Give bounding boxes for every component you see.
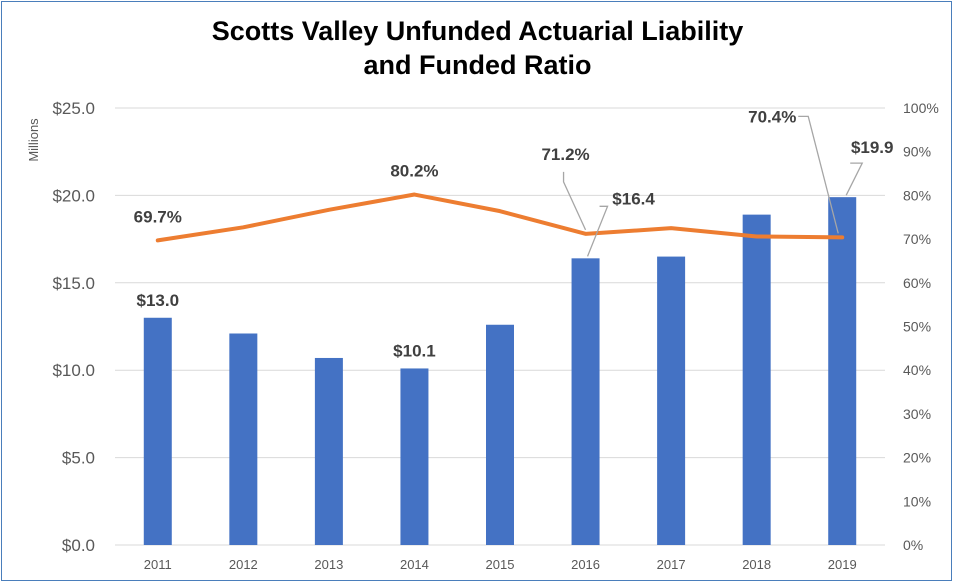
line-data-label: 80.2%: [390, 162, 438, 181]
y2-tick-label: 50%: [903, 319, 931, 335]
y2-tick-label: 20%: [903, 450, 931, 466]
y2-tick-label: 80%: [903, 187, 931, 203]
y-axis-title: Millions: [26, 118, 41, 162]
x-tick-label: 2019: [828, 557, 857, 572]
x-tick-label: 2017: [657, 557, 686, 572]
chart-title: Scotts Valley Unfunded Actuarial Liabili…: [0, 14, 955, 82]
bar-label-leader: [586, 205, 609, 257]
x-tick-label: 2018: [742, 557, 771, 572]
bar: [143, 317, 172, 545]
y-tick-label: $0.0: [62, 536, 95, 555]
y2-tick-label: 10%: [903, 493, 931, 509]
x-tick-label: 2014: [400, 557, 429, 572]
y-axis-right: 0% 10% 20% 30% 40% 50% 60% 70% 80% 90% 100%: [903, 100, 939, 553]
bar: [400, 368, 429, 545]
y-tick-label: $15.0: [52, 274, 95, 293]
x-axis: 2011 2012 2013 2014 2015 2016 2017 2018 2019: [144, 557, 857, 572]
y2-tick-label: 30%: [903, 406, 931, 422]
y2-tick-label: 60%: [903, 275, 931, 291]
x-tick-label: 2015: [486, 557, 515, 572]
bar: [828, 197, 857, 545]
y2-tick-label: 100%: [903, 100, 939, 116]
y2-tick-label: 70%: [903, 231, 931, 247]
bar-label-leader: [845, 162, 864, 196]
bar: [486, 324, 514, 545]
bar-data-label: $13.0: [137, 291, 180, 310]
data-labels: $13.0 $10.1 $16.4 $19.9 69.7% 80.2% 71.2% 70.4%: [134, 107, 894, 360]
bar-data-label: $19.9: [851, 138, 894, 157]
y-tick-label: $5.0: [62, 449, 95, 468]
line-label-leader: [562, 171, 587, 231]
bar: [657, 256, 686, 545]
bar-series: [143, 197, 857, 546]
line-data-label: 69.7%: [134, 207, 182, 226]
x-tick-label: 2016: [571, 557, 600, 572]
line-data-label: 70.4%: [748, 107, 796, 126]
y2-tick-label: 40%: [903, 362, 931, 378]
bar: [742, 214, 771, 546]
bar: [314, 357, 343, 545]
chart-title-line2: and Funded Ratio: [363, 50, 592, 80]
y-tick-label: $20.0: [52, 186, 95, 205]
x-tick-label: 2013: [314, 557, 343, 572]
line-series: [155, 192, 845, 243]
line-data-label: 71.2%: [541, 145, 589, 164]
y2-tick-label: 90%: [903, 144, 931, 160]
x-tick-label: 2012: [229, 557, 258, 572]
y-tick-label: $25.0: [52, 99, 95, 118]
y2-tick-label: 0%: [903, 537, 923, 553]
bar-data-label: $10.1: [393, 341, 436, 360]
funded-ratio-line: [155, 192, 845, 243]
bar: [571, 258, 600, 545]
y-tick-label: $10.0: [52, 361, 95, 380]
label-leader-lines: [562, 115, 864, 257]
y-axis-left: $0.0 $5.0 $10.0 $15.0 $20.0 $25.0: [52, 99, 95, 555]
chart-title-line1: Scotts Valley Unfunded Actuarial Liabili…: [211, 16, 744, 46]
bar: [229, 333, 258, 545]
line-label-leader: [798, 115, 839, 234]
bar-data-label: $16.4: [612, 189, 655, 208]
x-tick-label: 2011: [144, 557, 172, 572]
